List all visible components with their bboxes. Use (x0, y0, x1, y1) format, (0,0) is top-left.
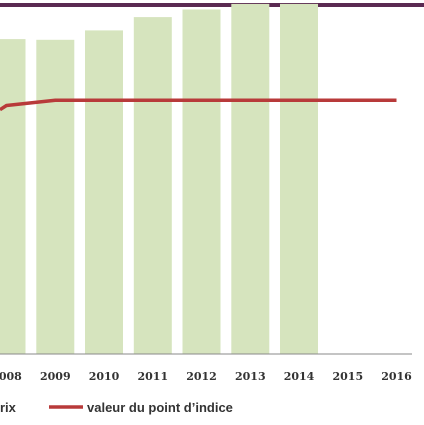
x-tick-label-2011: 2011 (137, 370, 168, 383)
legend: rix valeur du point d’indice (0, 400, 233, 415)
bar-2011 (133, 17, 172, 354)
line-series-valeur-du-point-d-indice (0, 98, 397, 112)
x-tick-label-2010: 2010 (89, 370, 120, 383)
bar-2009 (36, 39, 75, 355)
x-tick-label-2012: 2012 (186, 370, 217, 383)
x-tick-label-2015: 2015 (332, 370, 363, 383)
x-tick-label-2014: 2014 (284, 370, 315, 383)
chart-frame-top (0, 3, 424, 7)
bar-2013 (231, 3, 270, 355)
x-tick-label-2008: 2008 (0, 370, 22, 383)
legend-label-prix: rix (0, 400, 17, 415)
bars-layer (0, 3, 318, 355)
bar-2014 (280, 3, 318, 355)
x-tick-label-2009: 2009 (40, 370, 71, 383)
bar-2012 (182, 9, 221, 354)
x-tick-labels: 2008 2009 2010 2011 2012 2013 2014 2015 2016 (0, 370, 412, 383)
x-tick-label-2013: 2013 (235, 370, 266, 383)
bar-2010 (85, 30, 123, 355)
x-tick-label-2016: 2016 (381, 370, 412, 383)
legend-label-valeur-du-point-d-indice: valeur du point d’indice (87, 400, 233, 415)
bar-2008 (0, 39, 26, 354)
